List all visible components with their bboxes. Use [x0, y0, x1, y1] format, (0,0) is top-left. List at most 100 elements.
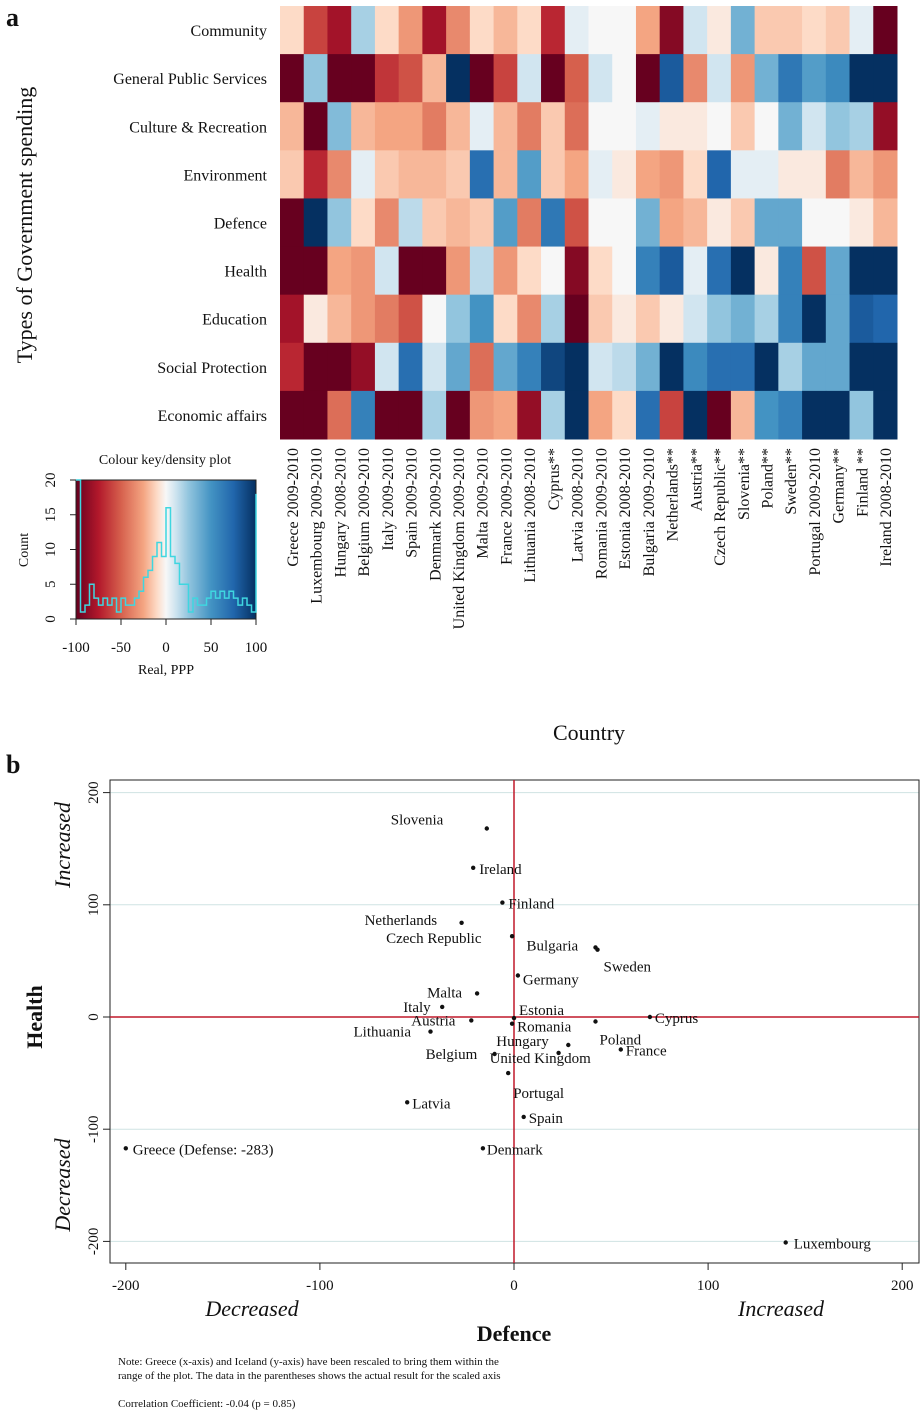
- heatmap-cell: [802, 150, 827, 199]
- heatmap-cell: [374, 54, 400, 103]
- heatmap-cell: [849, 54, 874, 103]
- heatmap-cell: [351, 342, 376, 392]
- heatmap-cell: [422, 54, 447, 103]
- key-y-tick-label: 20: [43, 473, 59, 488]
- heatmap-column-label: Czech Republic**: [712, 448, 729, 566]
- heatmap-cell: [351, 6, 376, 55]
- heatmap-cell: [280, 150, 305, 199]
- heatmap-cell: [422, 294, 447, 344]
- data-point-label: Netherlands: [365, 913, 438, 929]
- heatmap-cell: [849, 6, 874, 55]
- heatmap-column-label: Cyprus**: [546, 448, 563, 510]
- heatmap-cell: [802, 294, 827, 344]
- heatmap-cell: [588, 198, 613, 248]
- heatmap-cell: [280, 390, 305, 440]
- heatmap-cell: [588, 342, 613, 392]
- heatmap-cell: [303, 150, 328, 199]
- heatmap-cell: [446, 54, 471, 103]
- data-point-label: Czech Republic: [386, 931, 482, 947]
- heatmap-cell: [588, 6, 613, 55]
- data-point: [647, 1014, 653, 1020]
- heatmap-cell: [825, 342, 851, 392]
- data-point-label: Finland: [508, 897, 554, 913]
- heatmap-cell: [873, 150, 898, 199]
- heatmap-cell: [303, 198, 328, 248]
- heatmap-cell: [754, 54, 779, 103]
- heatmap-column-label: Slovenia**: [736, 448, 753, 520]
- heatmap-cell: [446, 6, 471, 55]
- heatmap-cell: [730, 6, 756, 55]
- data-point-label: United Kingdom: [490, 1051, 592, 1067]
- heatmap-cell: [446, 342, 471, 392]
- y-tick-label: 200: [86, 781, 102, 804]
- heatmap-cell: [778, 246, 803, 296]
- heatmap-row-label: Economic affairs: [158, 408, 267, 425]
- heatmap-row-label: Social Protection: [157, 360, 267, 377]
- data-point: [566, 1042, 571, 1048]
- heatmap-cell: [327, 198, 352, 248]
- heatmap-cell: [469, 342, 495, 392]
- heatmap-cell: [374, 102, 400, 151]
- heatmap-cell: [517, 246, 542, 296]
- data-point-label: Estonia: [519, 1003, 564, 1019]
- heatmap-cell: [588, 54, 613, 103]
- heatmap-cell: [849, 246, 874, 296]
- heatmap-cell: [730, 150, 756, 199]
- color-key-axes: -100 -50 0 50 100 0 5 10 15 20: [43, 473, 267, 657]
- x-tick-label: 0: [510, 1278, 518, 1294]
- heatmap-cell: [493, 6, 518, 55]
- data-point: [484, 826, 489, 831]
- x-decreased-label: Decreased: [204, 1296, 299, 1321]
- heatmap-cell: [849, 390, 874, 440]
- heatmap-cell: [541, 150, 566, 199]
- heatmap-cell: [541, 342, 566, 392]
- data-point: [469, 1018, 474, 1023]
- data-point: [405, 1100, 410, 1105]
- heatmap-cell: [469, 390, 495, 440]
- data-point: [428, 1029, 433, 1034]
- y-tick-label: -200: [86, 1228, 102, 1256]
- data-point: [783, 1240, 788, 1245]
- heatmap-cell: [873, 6, 898, 55]
- data-point: [593, 1019, 598, 1024]
- heatmap-cell: [351, 294, 376, 344]
- panel-b-letter: b: [6, 750, 20, 779]
- heatmap-cell: [873, 54, 898, 103]
- data-point-label: Sweden: [604, 960, 652, 976]
- data-point-label: Portugal: [513, 1086, 564, 1102]
- heatmap-cell: [469, 6, 495, 55]
- data-point-label: Lithuania: [354, 1025, 412, 1041]
- heatmap-cell: [825, 6, 851, 55]
- heatmap-cell: [612, 294, 637, 344]
- heatmap-column-label: Austria**: [688, 448, 705, 511]
- heatmap-cell: [659, 102, 684, 151]
- x-tick-label: -100: [306, 1278, 334, 1294]
- heatmap-cell: [802, 390, 827, 440]
- data-point-label: Luxembourg: [794, 1237, 872, 1253]
- heatmap-cell: [778, 102, 803, 151]
- data-point-label: Malta: [427, 985, 462, 1001]
- heatmap-cell: [635, 390, 661, 440]
- heatmap-cell: [517, 390, 542, 440]
- data-point: [618, 1047, 623, 1052]
- heatmap-column-label: Malta 2009-2010: [475, 448, 492, 559]
- heatmap-cell: [398, 246, 423, 296]
- heatmap-cell: [754, 150, 779, 199]
- heatmap-row-label: General Public Services: [113, 71, 267, 88]
- heatmap-cell: [493, 342, 518, 392]
- heatmap-cell: [683, 198, 708, 248]
- data-point: [509, 934, 515, 939]
- heatmap-cell: [564, 198, 589, 248]
- heatmap-cell: [635, 54, 661, 103]
- heatmap-cell: [588, 246, 613, 296]
- data-point-label: France: [626, 1044, 667, 1060]
- heatmap-cell: [493, 390, 518, 440]
- data-point-label: Germany: [523, 973, 579, 989]
- data-point-label: Romania: [517, 1020, 571, 1036]
- key-x-tick-label: -50: [111, 640, 131, 656]
- heatmap-cell: [564, 342, 589, 392]
- heatmap-cell: [683, 102, 708, 151]
- heatmap-cell: [564, 150, 589, 199]
- heatmap-cell: [303, 342, 328, 392]
- data-point: [506, 1070, 511, 1076]
